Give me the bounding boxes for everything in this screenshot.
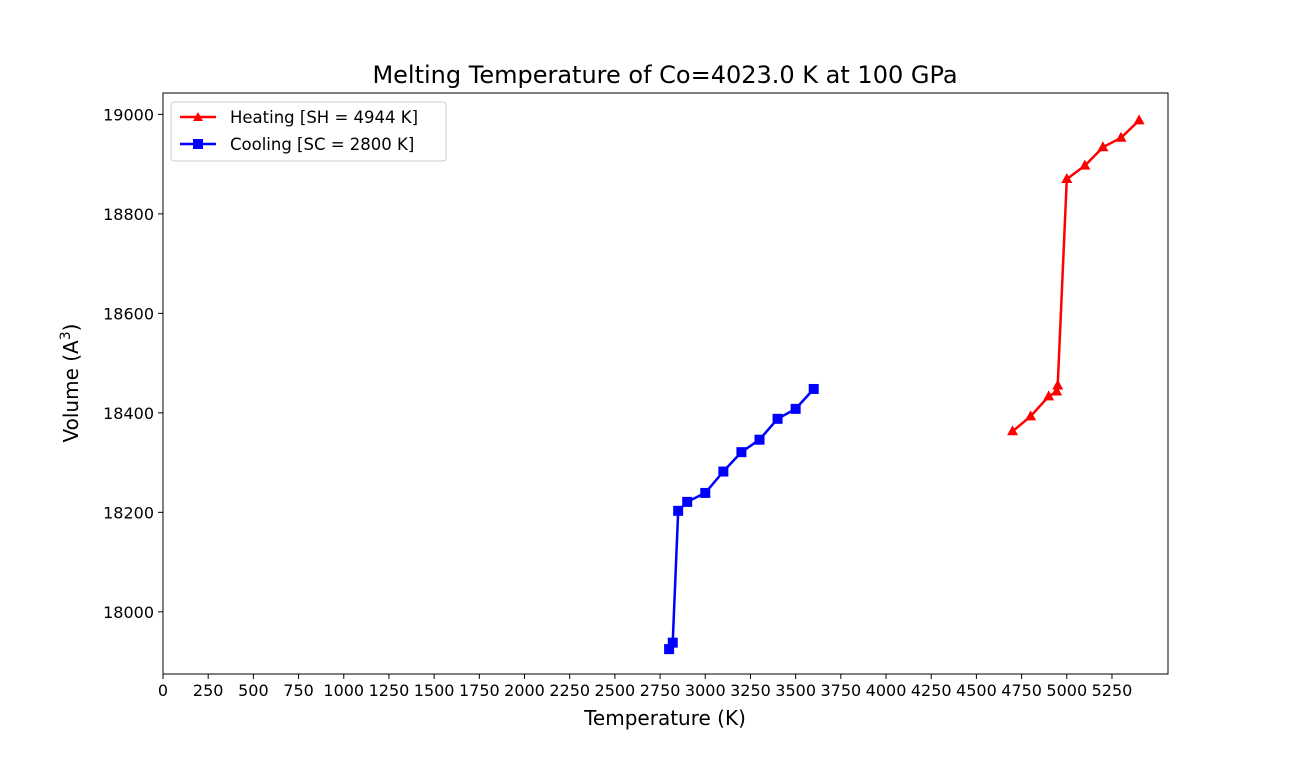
x-tick-label: 5250: [1092, 681, 1133, 700]
series-layer: [664, 114, 1145, 655]
x-tick-label: 3750: [820, 681, 861, 700]
y-tick-label: 18200: [103, 503, 154, 522]
legend-cooling-label: Cooling [SC = 2800 K]: [230, 135, 414, 154]
x-tick-label: 250: [193, 681, 224, 700]
legend-heating-label: Heating [SH = 4944 K]: [230, 108, 418, 127]
x-axis-ticks: 0 250 500 750 1000 1250 1500 1750 2000 2250 2500 27…: [158, 674, 1132, 700]
y-tick-label: 18400: [103, 404, 154, 423]
x-tick-label: 3500: [775, 681, 816, 700]
series-line-cooling: [668, 388, 815, 650]
y-axis-title-main: Volume (A: [59, 340, 83, 443]
x-tick-label: 1750: [459, 681, 500, 700]
y-axis-title: Volume (A3): [58, 324, 83, 443]
y-tick-label: 18800: [103, 205, 154, 224]
data-point-heating: [1115, 131, 1127, 142]
data-point-cooling: [736, 447, 747, 458]
y-tick-label: 18000: [103, 603, 154, 622]
data-point-cooling: [772, 413, 783, 424]
legend-cooling-marker-icon: [193, 139, 203, 149]
x-tick-label: 2250: [549, 681, 590, 700]
y-axis-title-superscript: 3: [58, 331, 74, 340]
x-tick-label: 4500: [956, 681, 997, 700]
legend-box: [170, 101, 447, 162]
data-point-heating: [1051, 385, 1063, 396]
data-point-heating: [1133, 114, 1145, 125]
data-point-heating: [1007, 425, 1019, 436]
series-heating: [1007, 114, 1145, 436]
plot-area: [162, 92, 1169, 675]
data-point-heating: [1025, 410, 1037, 421]
x-tick-label: 4000: [866, 681, 907, 700]
data-point-cooling: [790, 403, 801, 414]
data-point-cooling: [664, 644, 675, 655]
data-point-cooling: [718, 466, 729, 477]
x-tick-label: 4250: [911, 681, 952, 700]
y-axis-title-close: ): [59, 324, 83, 332]
legend-heating-marker-icon: [193, 112, 203, 121]
y-axis-ticks: 18000 18200 18400 18600 18800 19000: [103, 105, 163, 622]
data-point-cooling: [682, 496, 693, 507]
data-point-heating: [1079, 159, 1091, 170]
series-cooling: [664, 383, 819, 655]
x-tick-label: 3000: [685, 681, 726, 700]
series-line-heating: [1011, 119, 1140, 433]
x-tick-label: 500: [238, 681, 269, 700]
x-tick-label: 0: [158, 681, 168, 700]
data-point-cooling: [667, 637, 678, 648]
x-axis-title: Temperature (K): [583, 706, 746, 730]
legend: Heating [SH = 4944 K] Cooling [SC = 2800…: [170, 101, 447, 162]
x-tick-label: 2750: [640, 681, 681, 700]
x-tick-label: 4750: [1001, 681, 1042, 700]
data-point-heating: [1043, 390, 1055, 401]
chart-title: Melting Temperature of Co=4023.0 K at 10…: [372, 61, 957, 89]
data-point-heating: [1052, 379, 1064, 390]
data-point-cooling: [808, 383, 819, 394]
y-tick-label: 18600: [103, 304, 154, 323]
data-point-heating: [1097, 141, 1109, 152]
data-point-cooling: [700, 487, 711, 498]
x-tick-label: 1250: [369, 681, 410, 700]
x-tick-label: 1000: [323, 681, 364, 700]
x-tick-label: 3250: [730, 681, 771, 700]
x-tick-label: 5000: [1046, 681, 1087, 700]
y-tick-label: 19000: [103, 105, 154, 124]
data-point-cooling: [754, 434, 765, 445]
x-tick-label: 1500: [414, 681, 455, 700]
data-point-cooling: [673, 505, 684, 516]
x-tick-label: 2000: [504, 681, 545, 700]
data-point-heating: [1061, 173, 1073, 184]
x-tick-label: 750: [283, 681, 314, 700]
x-tick-label: 2500: [595, 681, 636, 700]
